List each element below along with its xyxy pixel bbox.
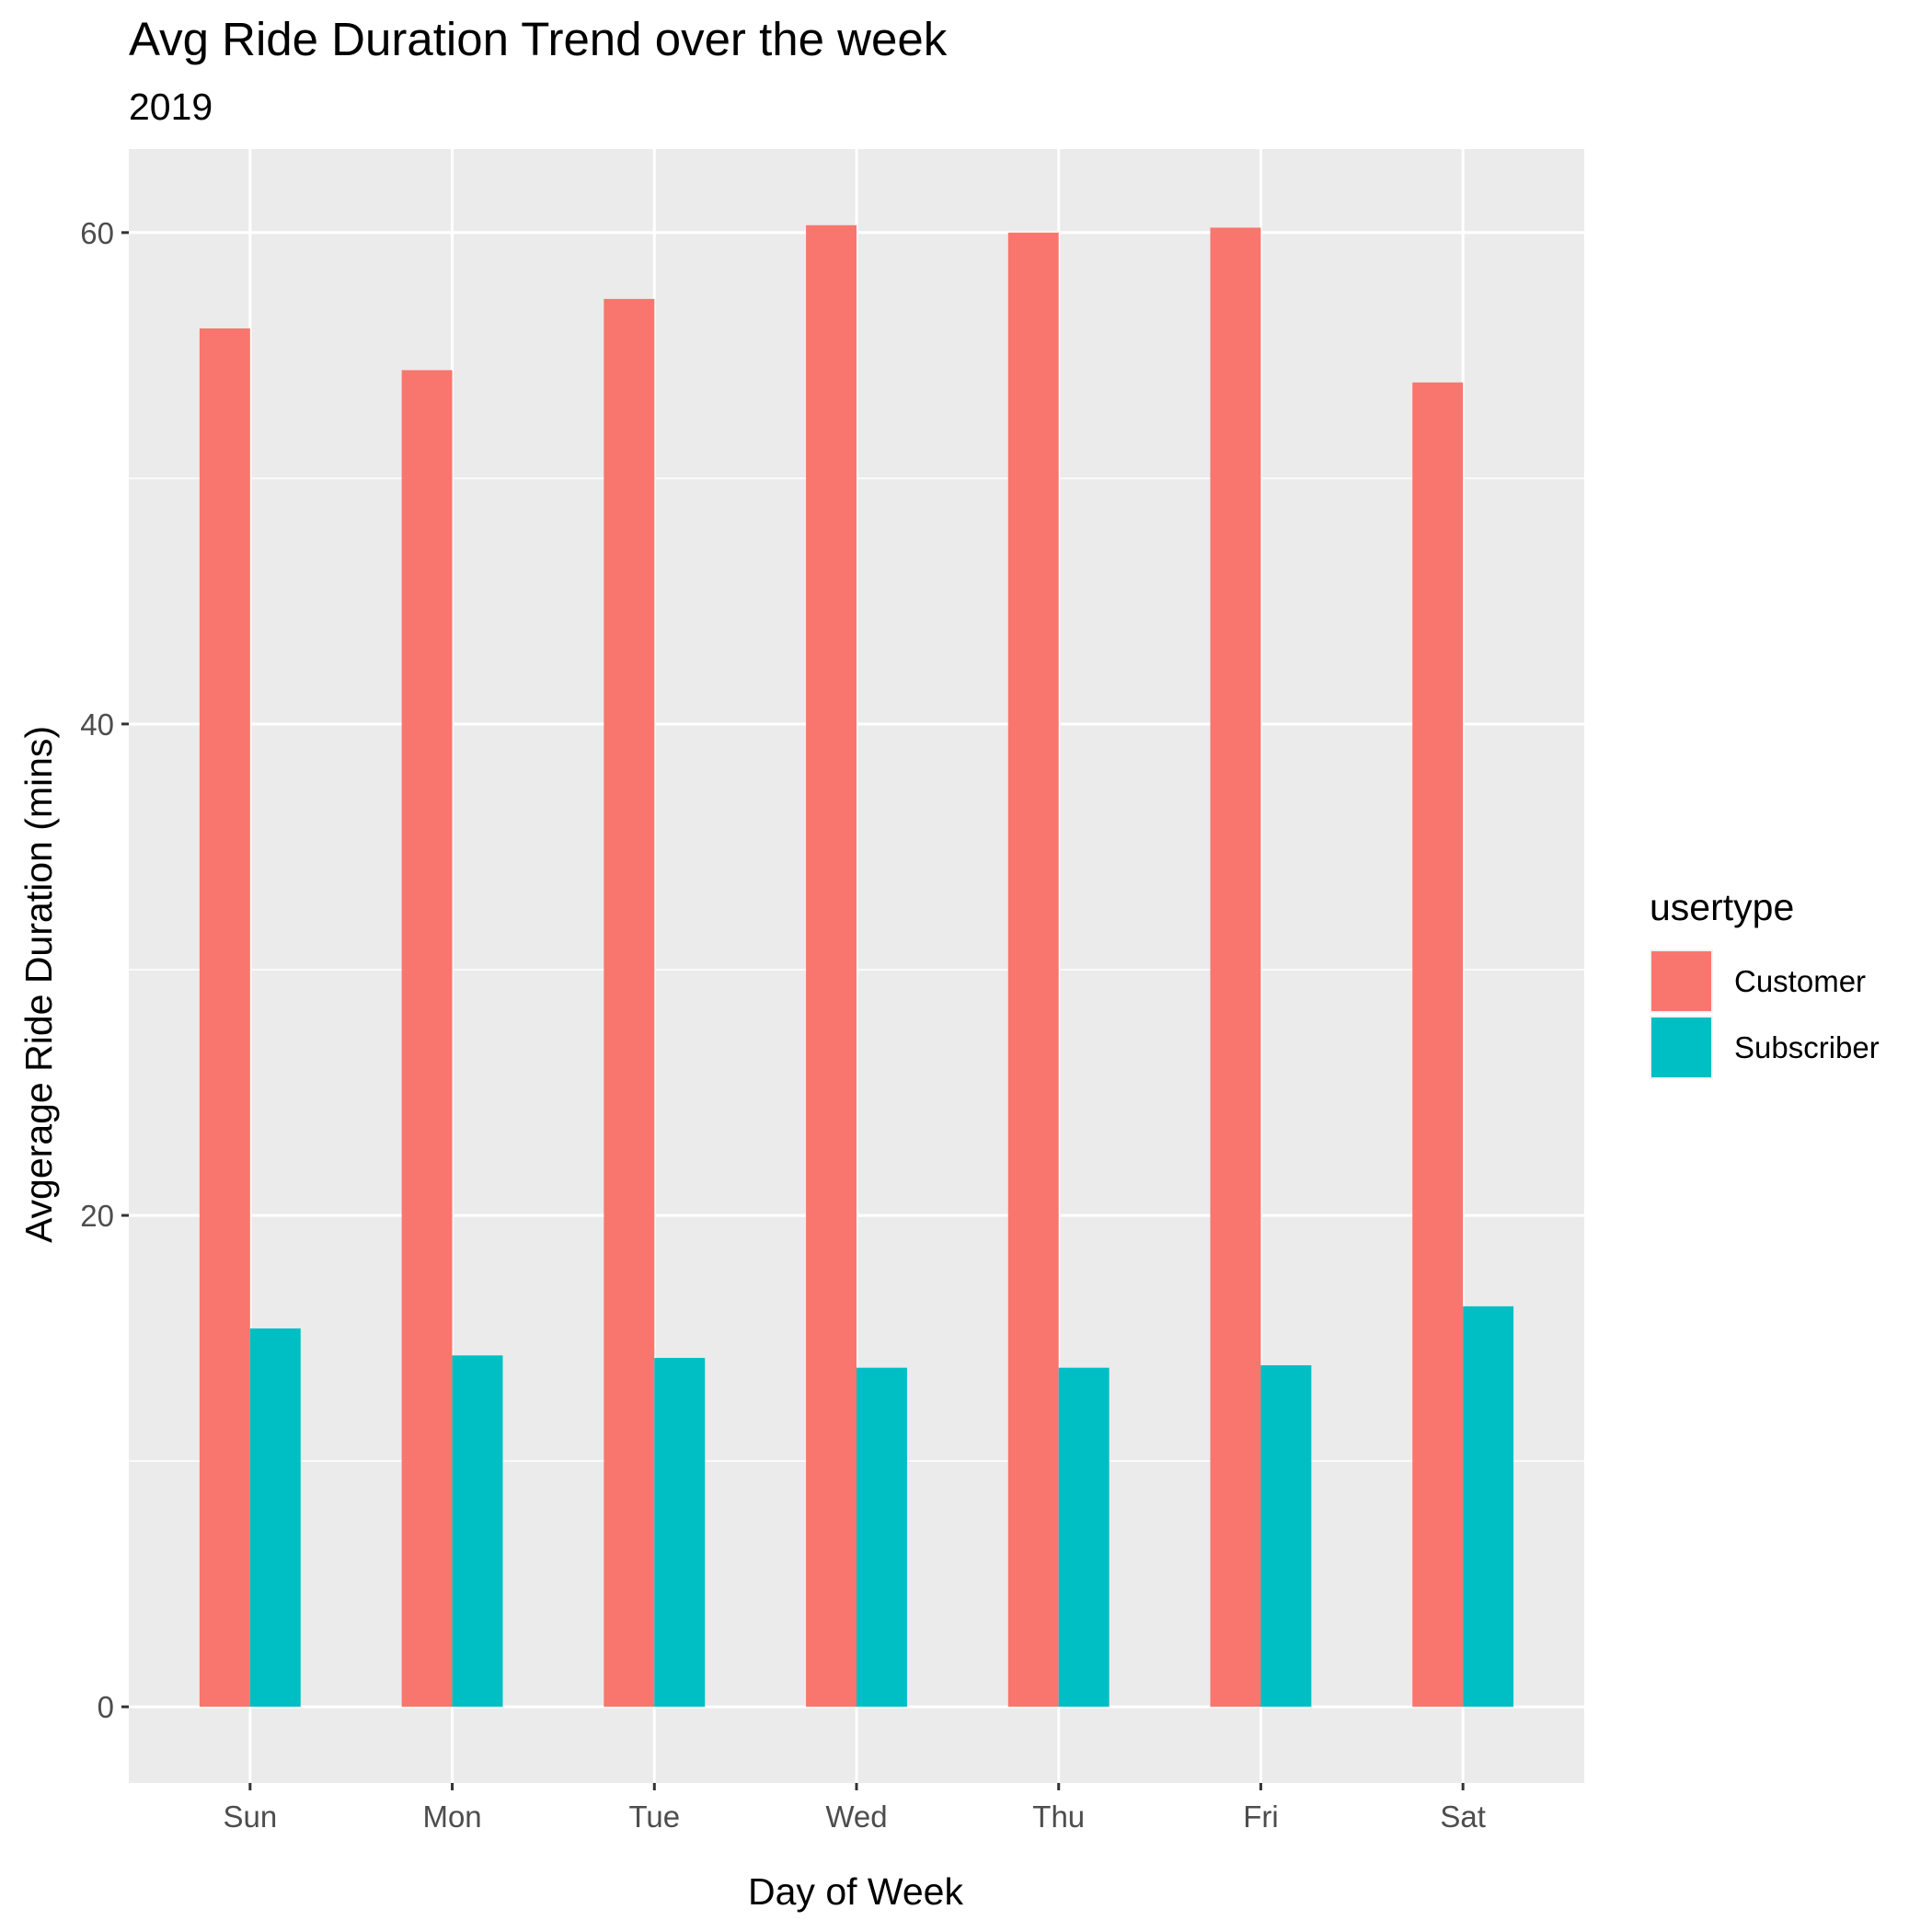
bar-subscriber-wed bbox=[857, 1367, 907, 1708]
bar-customer-sun bbox=[199, 328, 250, 1708]
y-tick-label: 60 bbox=[80, 216, 114, 250]
y-axis-title: Avgerage Ride Duration (mins) bbox=[17, 726, 60, 1243]
bar-customer-mon bbox=[401, 370, 453, 1708]
legend-label-customer: Customer bbox=[1734, 964, 1866, 998]
x-tick-label: Fri bbox=[1243, 1800, 1278, 1834]
bar-customer-tue bbox=[604, 298, 655, 1708]
x-tick-label: Sun bbox=[223, 1800, 277, 1834]
x-tick-label: Tue bbox=[628, 1800, 680, 1834]
bar-subscriber-tue bbox=[654, 1357, 706, 1708]
x-axis: Sun Mon Tue Wed Thu Fri Sat bbox=[223, 1783, 1486, 1834]
y-tick-label: 40 bbox=[80, 707, 114, 742]
bar-customer-wed bbox=[806, 224, 857, 1708]
legend-label-subscriber: Subscriber bbox=[1734, 1030, 1880, 1064]
legend-items: Customer Subscriber bbox=[1650, 949, 1880, 1079]
bar-customer-thu bbox=[1007, 232, 1059, 1708]
legend: usertype Customer Subscriber bbox=[1650, 886, 1880, 1079]
y-axis: 0 20 40 60 bbox=[80, 216, 129, 1724]
legend-title: usertype bbox=[1650, 886, 1794, 928]
x-tick-label: Thu bbox=[1032, 1800, 1085, 1834]
x-axis-title: Day of Week bbox=[748, 1870, 963, 1913]
bar-subscriber-thu bbox=[1058, 1367, 1110, 1708]
bar-customer-sat bbox=[1412, 382, 1464, 1708]
y-tick-label: 20 bbox=[80, 1199, 114, 1233]
x-tick-label: Wed bbox=[825, 1800, 887, 1834]
bars bbox=[199, 224, 1514, 1708]
bar-customer-fri bbox=[1210, 227, 1261, 1708]
chart-title: Avg Ride Duration Trend over the week bbox=[129, 13, 948, 65]
bar-subscriber-fri bbox=[1260, 1364, 1312, 1708]
bar-subscriber-sun bbox=[249, 1328, 301, 1708]
x-tick-label: Sat bbox=[1440, 1800, 1486, 1834]
x-tick-label: Mon bbox=[422, 1800, 481, 1834]
bar-subscriber-sat bbox=[1463, 1305, 1514, 1708]
y-tick-label: 0 bbox=[98, 1690, 114, 1724]
legend-swatch-customer bbox=[1651, 951, 1711, 1011]
bar-subscriber-mon bbox=[452, 1355, 503, 1708]
legend-swatch-subscriber bbox=[1651, 1018, 1711, 1077]
chart-subtitle: 2019 bbox=[129, 86, 213, 128]
